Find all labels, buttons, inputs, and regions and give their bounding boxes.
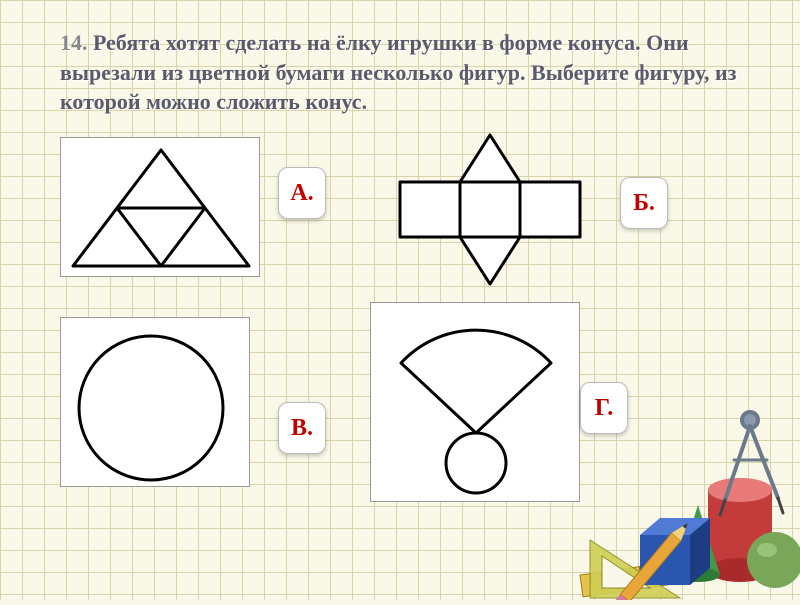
question-body: Ребята хотят сделать на ёлку игрушки в ф…: [60, 30, 737, 114]
question-number: 14.: [60, 30, 88, 55]
figure-panel-g: [370, 302, 580, 502]
option-b-button[interactable]: Б.: [620, 177, 668, 229]
figure-g-svg: [371, 303, 581, 503]
figure-b-svg: [370, 127, 610, 287]
figure-panel-b: [370, 127, 610, 287]
option-v-button[interactable]: В.: [278, 402, 326, 454]
option-a-label: А.: [290, 180, 313, 207]
question-text: 14. Ребята хотят сделать на ёлку игрушки…: [60, 28, 740, 117]
figure-panel-v: [60, 317, 250, 487]
option-v-label: В.: [291, 415, 313, 442]
figure-a-svg: [61, 138, 261, 278]
option-b-label: Б.: [633, 190, 655, 217]
figure-panel-a: [60, 137, 260, 277]
figure-v-svg: [61, 318, 251, 488]
decorative-shapes: [570, 400, 800, 600]
option-a-button[interactable]: А.: [278, 167, 326, 219]
